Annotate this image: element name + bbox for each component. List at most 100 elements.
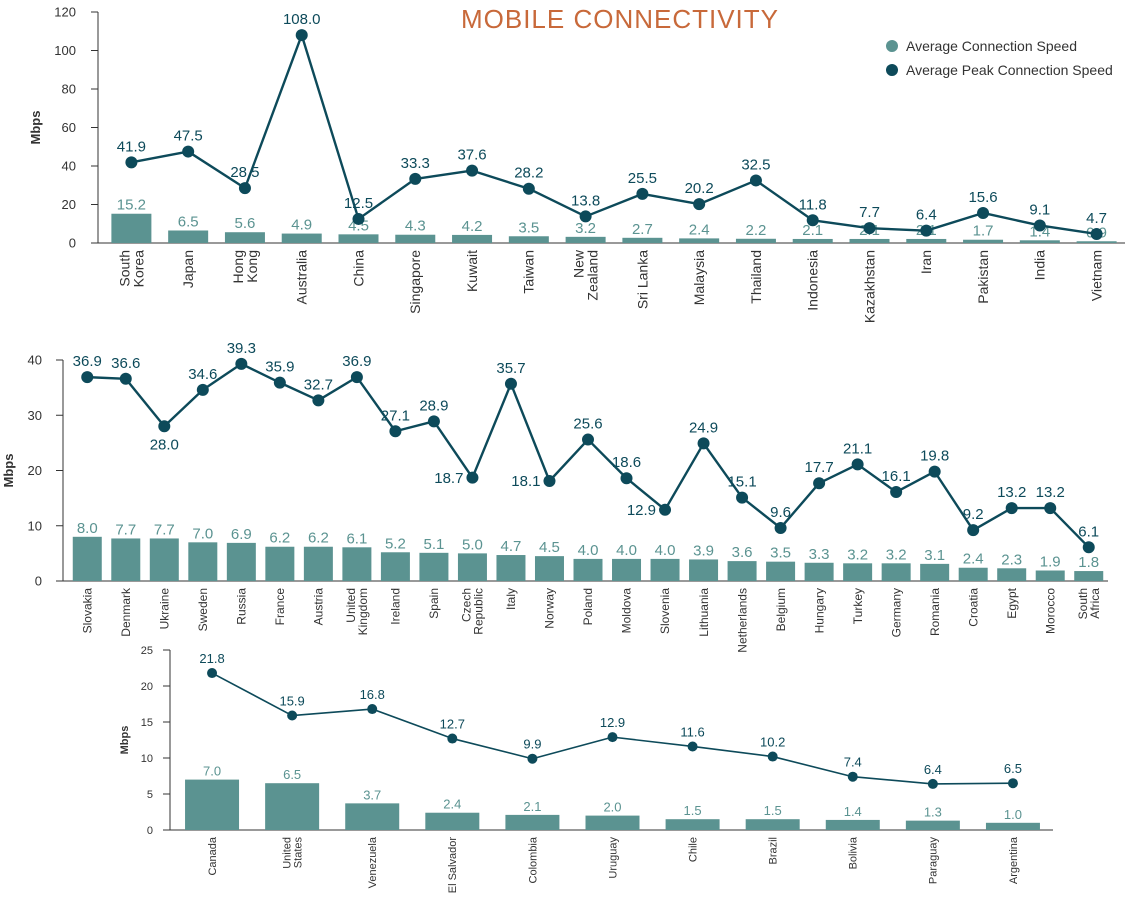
category-label-taiwan: Taiwan bbox=[521, 250, 537, 294]
peak-value-label: 47.5 bbox=[174, 128, 203, 145]
bar-india bbox=[1019, 240, 1060, 243]
bar-value-label: 3.9 bbox=[693, 542, 714, 559]
category-label-slovenia: Slovenia bbox=[658, 588, 672, 634]
peak-point-germany bbox=[890, 486, 903, 499]
bar-value-label: 5.2 bbox=[385, 535, 406, 552]
peak-point-sweden bbox=[196, 383, 209, 396]
bar-united-kingdom bbox=[342, 547, 372, 581]
bar-france bbox=[265, 546, 295, 581]
peak-point-hungary bbox=[813, 477, 826, 490]
peak-point-netherlands bbox=[736, 491, 749, 504]
peak-value-label: 6.5 bbox=[1004, 761, 1022, 776]
category-label-line: Ireland bbox=[389, 588, 403, 625]
peak-value-label: 9.6 bbox=[770, 504, 791, 521]
peak-speed-line bbox=[131, 33, 1097, 236]
category-label-line: India bbox=[1032, 250, 1048, 281]
bar-venezuela bbox=[345, 803, 400, 830]
peak-point-singapore bbox=[409, 172, 422, 185]
peak-value-label: 28.2 bbox=[514, 165, 543, 182]
peak-value-label: 13.8 bbox=[571, 192, 600, 209]
bar-croatia bbox=[958, 567, 988, 581]
bar-australia bbox=[281, 233, 322, 243]
category-label-moldova: Moldova bbox=[620, 588, 634, 634]
category-label-line: Hungary bbox=[812, 588, 826, 633]
category-label-line: Lithuania bbox=[697, 588, 711, 637]
category-label-chile: Chile bbox=[687, 837, 699, 862]
bar-denmark bbox=[111, 538, 141, 581]
category-label-line: New bbox=[571, 249, 587, 278]
bar-value-label: 7.0 bbox=[203, 764, 221, 779]
category-label-line: Romania bbox=[928, 588, 942, 636]
bar-value-label: 6.5 bbox=[283, 767, 301, 782]
category-label-brazil: Brazil bbox=[768, 837, 780, 865]
peak-value-label: 108.0 bbox=[283, 11, 321, 28]
category-label-line: Singapore bbox=[407, 250, 423, 314]
y-tick-label: 15 bbox=[141, 717, 153, 729]
y-tick-label: 5 bbox=[147, 789, 153, 801]
category-label-line: Africa bbox=[1088, 588, 1102, 619]
bar-canada bbox=[185, 779, 240, 830]
category-label-line: Korea bbox=[130, 250, 146, 288]
category-label-line: Russia bbox=[235, 588, 249, 625]
category-label-norway: Norway bbox=[543, 588, 557, 629]
peak-value-label: 24.9 bbox=[689, 419, 718, 436]
peak-point-indonesia bbox=[806, 214, 819, 227]
peak-point-denmark bbox=[119, 372, 132, 385]
peak-point-bolivia bbox=[847, 771, 858, 782]
bar-value-label: 7.7 bbox=[154, 521, 175, 538]
peak-value-label: 13.2 bbox=[1036, 484, 1065, 501]
category-label-line: El Salvador bbox=[447, 837, 459, 894]
category-label-line: Hong bbox=[230, 250, 246, 283]
category-label-line: Argentina bbox=[1008, 836, 1020, 884]
category-label-singapore: Singapore bbox=[407, 250, 423, 314]
bar-pakistan bbox=[963, 239, 1004, 243]
category-label-line: Kong bbox=[244, 250, 260, 283]
peak-value-label: 16.8 bbox=[360, 687, 385, 702]
peak-value-label: 36.9 bbox=[342, 353, 371, 370]
category-label-netherlands: Netherlands bbox=[735, 588, 749, 653]
category-label-turkey: Turkey bbox=[851, 588, 865, 624]
peak-point-turkey bbox=[851, 458, 864, 471]
peak-value-label: 32.7 bbox=[304, 376, 333, 393]
bar-norway bbox=[534, 556, 564, 581]
bar-south-korea bbox=[111, 213, 152, 243]
category-label-line: Indonesia bbox=[805, 250, 821, 311]
bar-value-label: 1.4 bbox=[844, 804, 862, 819]
peak-point-hong-kong bbox=[238, 182, 251, 195]
bar-slovenia bbox=[650, 558, 680, 581]
bar-value-label: 4.9 bbox=[291, 217, 312, 234]
category-label-russia: Russia bbox=[235, 588, 249, 625]
category-label-czech-republic: CzechRepublic bbox=[460, 588, 486, 635]
category-label-venezuela: Venezuela bbox=[367, 836, 379, 888]
category-label-line: Croatia bbox=[966, 588, 980, 627]
bar-value-label: 2.1 bbox=[523, 799, 541, 814]
y-tick-label: 20 bbox=[141, 681, 153, 693]
bar-value-label: 3.5 bbox=[770, 545, 791, 562]
peak-value-label: 27.1 bbox=[381, 407, 410, 424]
category-label-line: China bbox=[350, 250, 366, 287]
peak-value-label: 35.9 bbox=[265, 359, 294, 376]
category-label-line: Turkey bbox=[851, 588, 865, 624]
category-label-pakistan: Pakistan bbox=[975, 250, 991, 304]
category-label-line: Poland bbox=[581, 588, 595, 625]
legend-label-average-peak-connection-speed: Average Peak Connection Speed bbox=[906, 62, 1113, 78]
peak-value-label: 7.7 bbox=[859, 204, 880, 221]
peak-value-label: 25.6 bbox=[573, 416, 602, 433]
peak-point-slovakia bbox=[81, 371, 94, 384]
peak-value-label: 34.6 bbox=[188, 366, 217, 383]
bar-taiwan bbox=[508, 236, 549, 243]
peak-point-south-korea bbox=[125, 156, 138, 169]
category-label-uruguay: Uruguay bbox=[607, 837, 619, 879]
peak-point-ireland bbox=[389, 425, 402, 438]
bar-spain bbox=[419, 552, 449, 581]
peak-point-el-salvador bbox=[447, 733, 458, 744]
bar-value-label: 3.2 bbox=[886, 546, 907, 563]
bar-lithuania bbox=[689, 559, 719, 581]
category-label-el-salvador: El Salvador bbox=[447, 837, 459, 894]
peak-value-label: 10.2 bbox=[760, 735, 785, 750]
peak-value-label: 28.5 bbox=[230, 164, 259, 181]
bar-poland bbox=[573, 558, 603, 581]
category-label-canada: Canada bbox=[207, 836, 219, 875]
category-label-line: Zealand bbox=[585, 250, 601, 301]
bar-kazakhstan bbox=[849, 238, 890, 243]
